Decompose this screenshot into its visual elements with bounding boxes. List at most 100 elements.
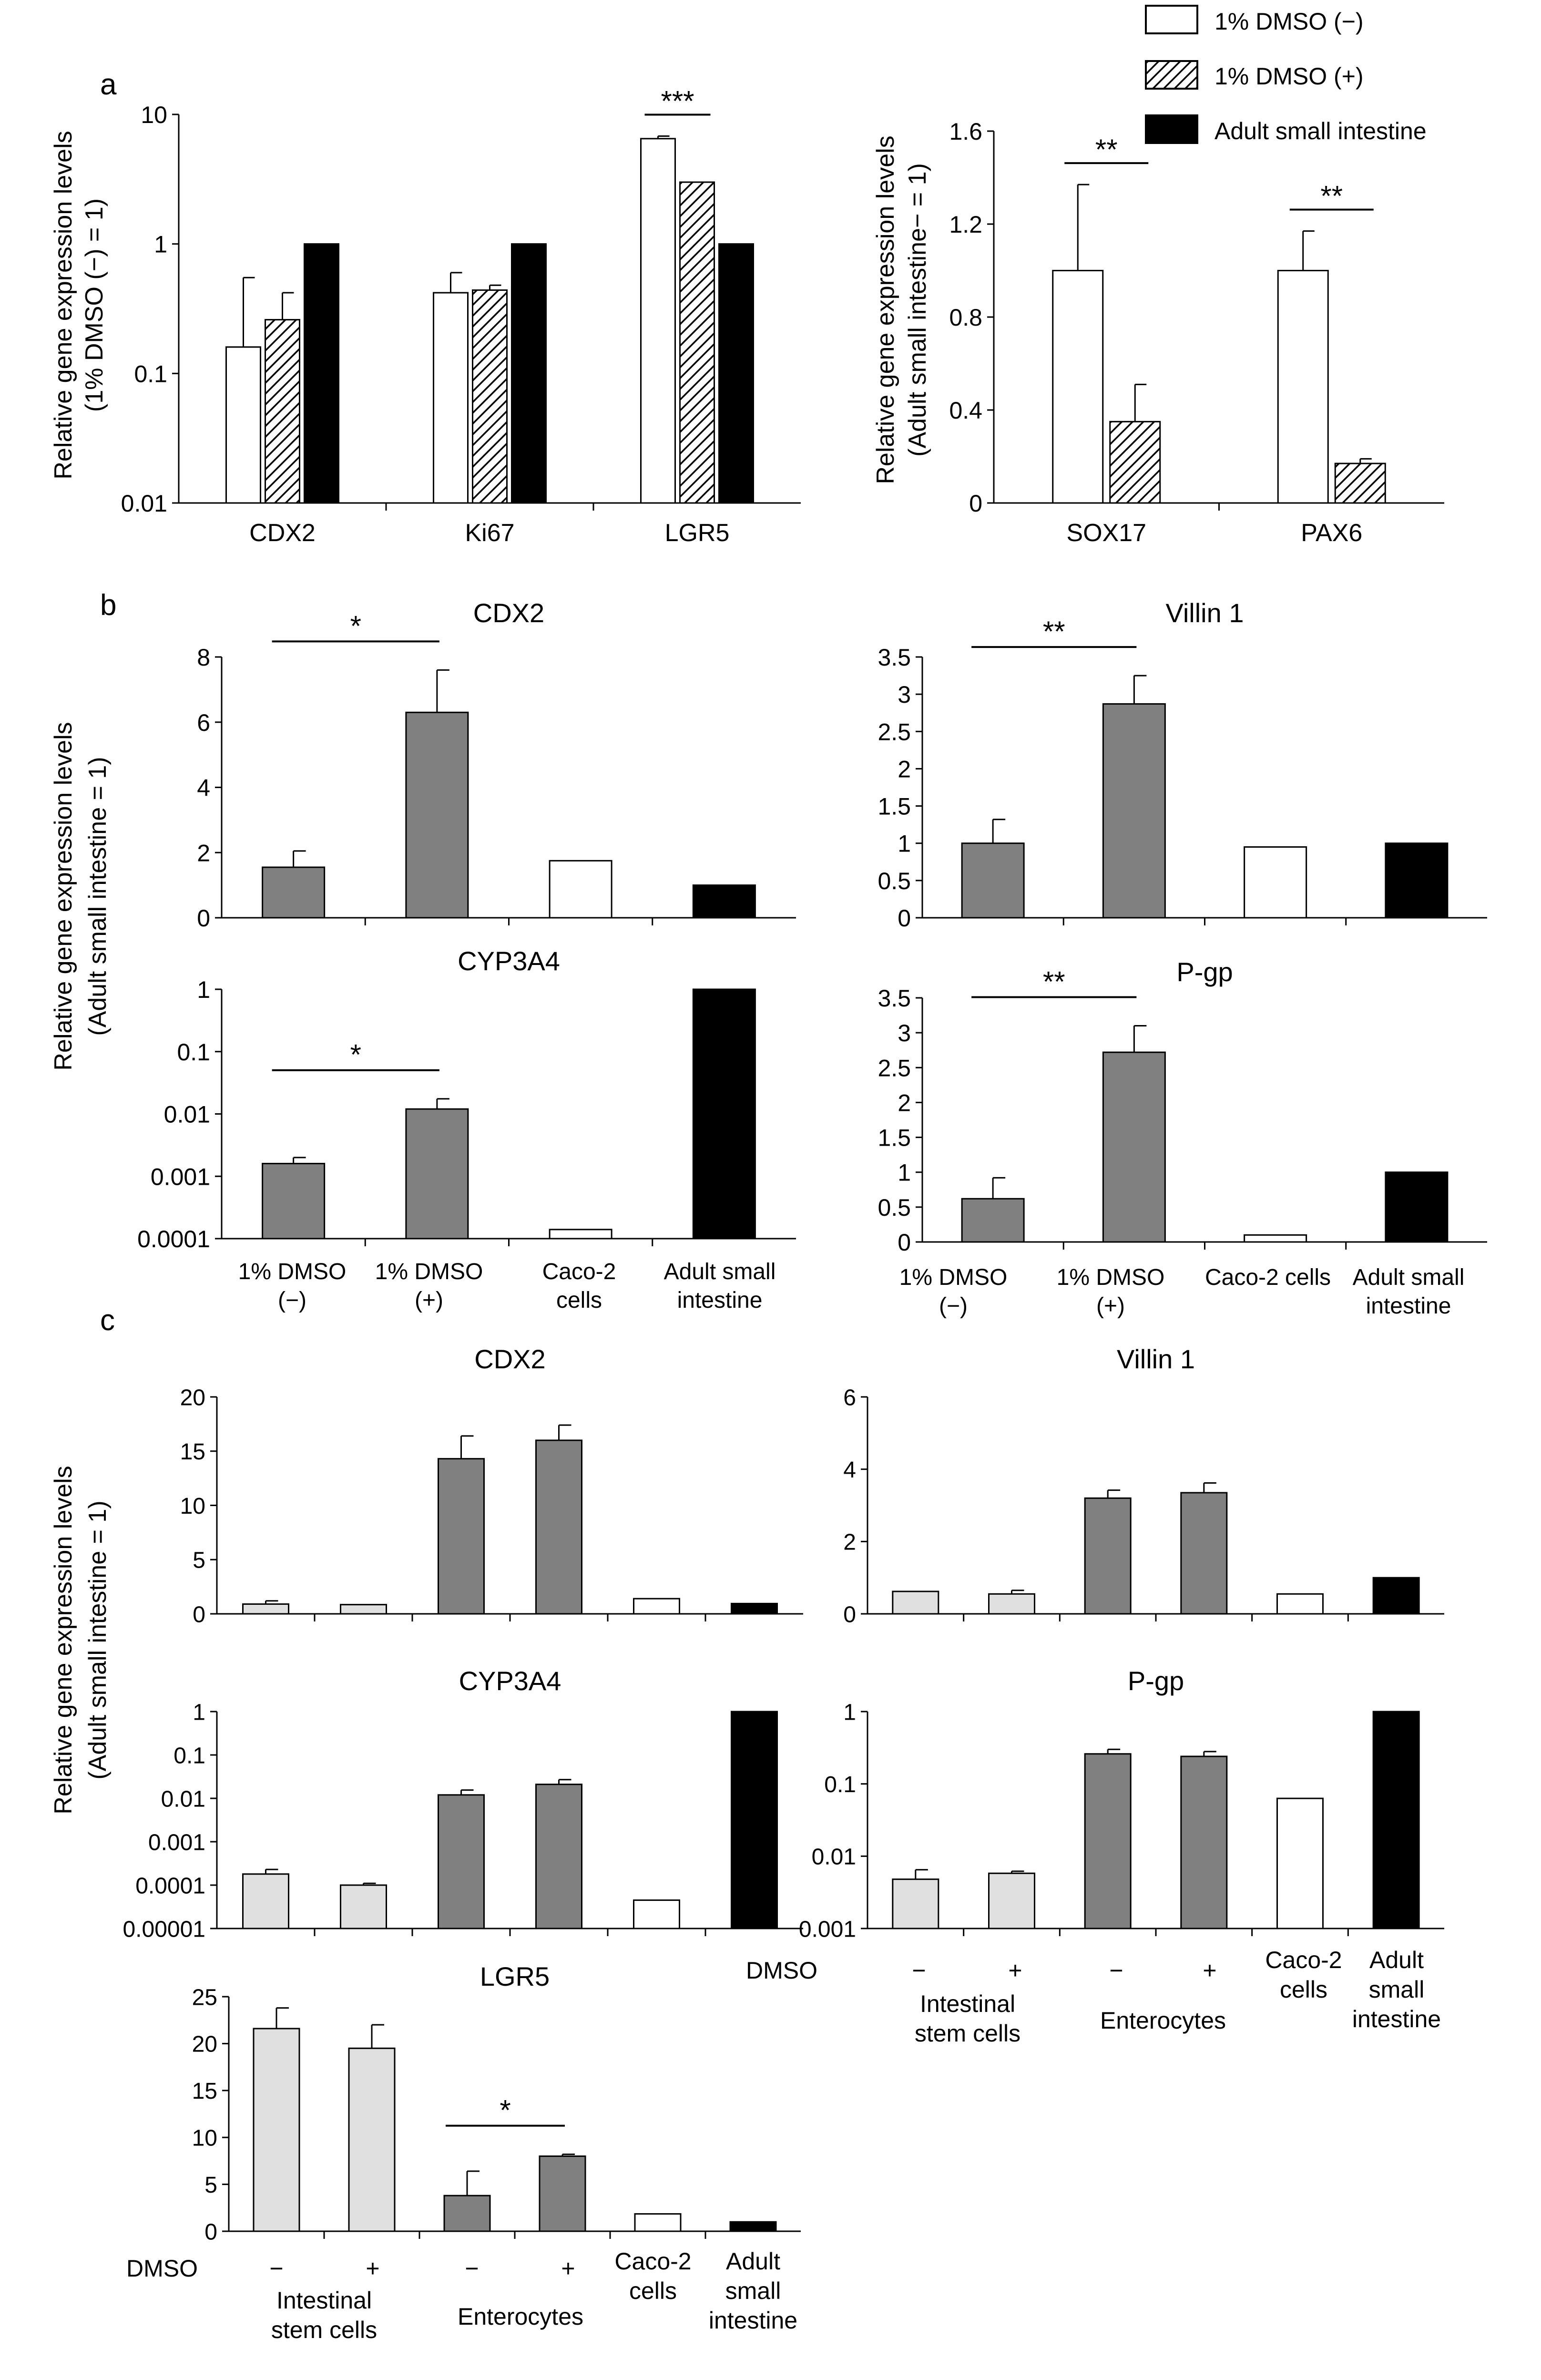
c-pgp-adult-line1: Adult	[1369, 1947, 1424, 1973]
chart-c-cdx2: CDX2 0 5 10 15 20	[180, 1344, 803, 1627]
bar-b-cdx2-1	[405, 711, 469, 919]
y-tick-label-b-villin: 0	[898, 905, 911, 932]
y-tick-label-c-villin: 0	[843, 1602, 856, 1627]
y-tick-label-c-cdx2: 0	[193, 1602, 205, 1627]
bar-c-cdx2-0	[242, 1603, 289, 1615]
bar-a-left-1-0	[433, 292, 469, 504]
chart-title-c-pgp: P-gp	[1128, 1666, 1184, 1696]
y-tick-label-c-lgr5: 15	[192, 2079, 217, 2104]
c-lgr5-entero-line1: Enterocytes	[458, 2303, 583, 2330]
bar-a-right-0-1	[1109, 421, 1161, 504]
y-tick-label-b-pgp: 3	[898, 1020, 911, 1046]
bar-c-cyp-2	[438, 1794, 485, 1929]
bar-c-cyp-0	[242, 1873, 289, 1929]
y-tick-label-c-cyp: 0.01	[161, 1786, 205, 1812]
bar-b-villin-0	[961, 842, 1025, 919]
bar-a-left-0-1	[265, 319, 300, 504]
bar-c-cyp-4	[633, 1899, 680, 1929]
c-lgr5-stem-line2: stem cells	[271, 2317, 377, 2343]
chart-c-lgr5: LGR5 0 5 10 15 20 25 *	[192, 1961, 801, 2245]
b-left-cat-1-line2: (+)	[415, 1288, 443, 1313]
y-tick-label-b-cdx2: 2	[197, 840, 210, 866]
y-tick-label-b-cdx2: 0	[197, 905, 210, 932]
bar-c-villin-1	[988, 1593, 1035, 1615]
legend-label-0: 1% DMSO (−)	[1214, 8, 1364, 35]
y-tick-label-c-lgr5: 5	[204, 2173, 217, 2198]
y-tick-label-c-cdx2: 10	[180, 1494, 205, 1519]
ylabel-a-right-line1: Relative gene expression levels	[872, 135, 899, 484]
category-label-a-left: Ki67	[465, 519, 514, 547]
b-left-cat-2-line2: cells	[556, 1288, 602, 1313]
bar-c-lgr5-1	[348, 2047, 396, 2232]
c-lgr5-stem-line1: Intestinal	[276, 2287, 372, 2314]
c-pgp-dmso-label: DMSO	[746, 1957, 817, 1984]
ylabel-a-left-line1: Relative gene expression levels	[50, 131, 77, 479]
bar-c-pgp-0	[892, 1878, 939, 1929]
bar-c-lgr5-0	[253, 2028, 300, 2232]
y-tick-label-a-right: 0.4	[949, 397, 982, 424]
bar-c-villin-0	[892, 1590, 939, 1615]
bar-c-pgp-2	[1084, 1753, 1132, 1929]
y-tick-label-b-cyp: 0.0001	[137, 1226, 210, 1252]
y-tick-label-c-pgp: 1	[843, 1700, 856, 1725]
c-pgp-caco-line2: cells	[1280, 1976, 1327, 2003]
y-tick-label-c-lgr5: 25	[192, 1985, 217, 2010]
y-tick-label-c-lgr5: 20	[192, 2032, 217, 2057]
y-tick-label-b-villin: 2.5	[878, 718, 911, 745]
c-pgp-group-labels: DMSO − + − + Caco-2 cells Adult small in…	[746, 1947, 1441, 2047]
y-tick-label-b-pgp: 1	[898, 1159, 911, 1186]
bar-b-pgp-3	[1385, 1171, 1449, 1243]
y-tick-label-b-cyp: 1	[197, 976, 210, 1003]
y-tick-label-a-left: 1	[154, 231, 167, 258]
bar-b-cdx2-2	[549, 860, 612, 919]
c-lgr5-dmso-label: DMSO	[126, 2255, 198, 2282]
bar-b-villin-3	[1385, 842, 1449, 919]
c-pgp-minus-0: −	[912, 1957, 926, 1984]
bar-a-left-2-2	[718, 243, 754, 504]
bar-a-left-1-2	[511, 243, 547, 504]
legend: 1% DMSO (−) 1% DMSO (+) Adult small inte…	[1145, 5, 1427, 144]
bar-c-cyp-1	[340, 1884, 387, 1929]
ylabel-b-line1: Relative gene expression levels	[50, 722, 77, 1070]
chart-title-b-pgp: P-gp	[1176, 957, 1233, 987]
c-lgr5-adult-line2: small	[725, 2277, 781, 2304]
chart-c-pgp: P-gp 0.001 0.01 0.1 1	[799, 1666, 1444, 1942]
bar-b-pgp-0	[961, 1198, 1025, 1243]
significance-label-a-right: **	[1320, 180, 1343, 212]
y-tick-label-b-villin: 1	[898, 831, 911, 857]
bar-b-cdx2-0	[262, 866, 326, 919]
y-tick-label-b-villin: 2	[898, 756, 911, 782]
bar-c-cyp-5	[731, 1711, 778, 1929]
chart-title-b-villin: Villin 1	[1166, 598, 1244, 628]
significance-label-c-lgr5: *	[500, 2094, 510, 2126]
c-pgp-adult-line2: small	[1369, 1976, 1425, 2003]
significance-label-b-villin: **	[1043, 616, 1065, 647]
panel-letter-c: c	[100, 1304, 115, 1337]
b-left-category-labels: 1% DMSO (−) 1% DMSO (+) Caco-2 cells Adu…	[238, 1259, 776, 1313]
chart-title-b-cyp: CYP3A4	[458, 946, 560, 976]
y-tick-label-b-pgp: 3.5	[878, 985, 911, 1012]
c-pgp-caco-line1: Caco-2	[1265, 1947, 1342, 1973]
y-tick-label-b-villin: 1.5	[878, 793, 911, 820]
bar-c-lgr5-4	[634, 2213, 682, 2232]
category-label-a-right: SOX17	[1066, 519, 1146, 547]
y-tick-label-a-right: 0.8	[949, 304, 982, 331]
ylabel-c-line2: (Adult small intestine = 1)	[84, 1500, 112, 1779]
y-tick-label-c-villin: 4	[843, 1457, 856, 1483]
bar-c-pgp-1	[988, 1872, 1035, 1929]
b-left-cat-3-line2: intestine	[677, 1288, 763, 1313]
y-tick-label-c-cdx2: 5	[193, 1548, 205, 1573]
y-tick-label-a-left: 10	[141, 102, 167, 128]
bar-c-cyp-3	[535, 1784, 582, 1929]
y-tick-label-c-cyp: 0.0001	[135, 1873, 205, 1898]
bar-c-villin-2	[1084, 1497, 1132, 1615]
y-tick-label-b-cdx2: 4	[197, 775, 210, 801]
c-pgp-entero-line1: Enterocytes	[1100, 2007, 1226, 2034]
panel-letter-a: a	[100, 68, 117, 101]
b-left-cat-1-line1: 1% DMSO	[375, 1259, 483, 1284]
bar-c-lgr5-3	[539, 2155, 586, 2232]
chart-a-left: 0.01 0.1 1 10 CDX2 Ki67 LGR5 ***	[121, 85, 801, 547]
y-tick-label-a-left: 0.1	[134, 360, 167, 387]
b-left-cat-0-line2: (−)	[278, 1288, 306, 1313]
